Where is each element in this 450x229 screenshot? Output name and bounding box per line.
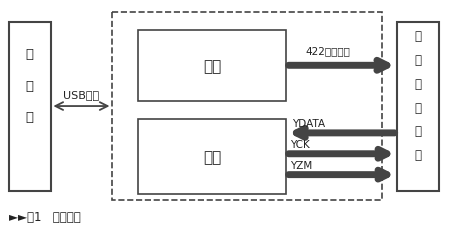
Bar <box>9 22 50 191</box>
Text: 接: 接 <box>415 77 422 90</box>
Text: 算: 算 <box>26 79 34 92</box>
Text: YCK: YCK <box>290 139 310 149</box>
Bar <box>112 13 382 201</box>
Text: YZM: YZM <box>290 160 312 170</box>
Text: USB总线: USB总线 <box>63 90 99 100</box>
Bar <box>397 22 439 191</box>
Text: 机: 机 <box>26 111 34 124</box>
Text: 接收: 接收 <box>203 149 221 164</box>
Text: 数: 数 <box>415 30 422 43</box>
Text: 字: 字 <box>415 54 422 67</box>
Text: 设: 设 <box>415 125 422 138</box>
Text: 计: 计 <box>26 48 34 61</box>
Text: 422串行信号: 422串行信号 <box>306 46 351 56</box>
Text: YDATA: YDATA <box>292 118 325 128</box>
Bar <box>138 30 286 102</box>
Text: 口: 口 <box>415 101 422 114</box>
Text: ►►图1   系统框图: ►►图1 系统框图 <box>9 210 81 223</box>
Text: 发送: 发送 <box>203 59 221 74</box>
Bar <box>138 120 286 194</box>
Text: 备: 备 <box>415 149 422 161</box>
